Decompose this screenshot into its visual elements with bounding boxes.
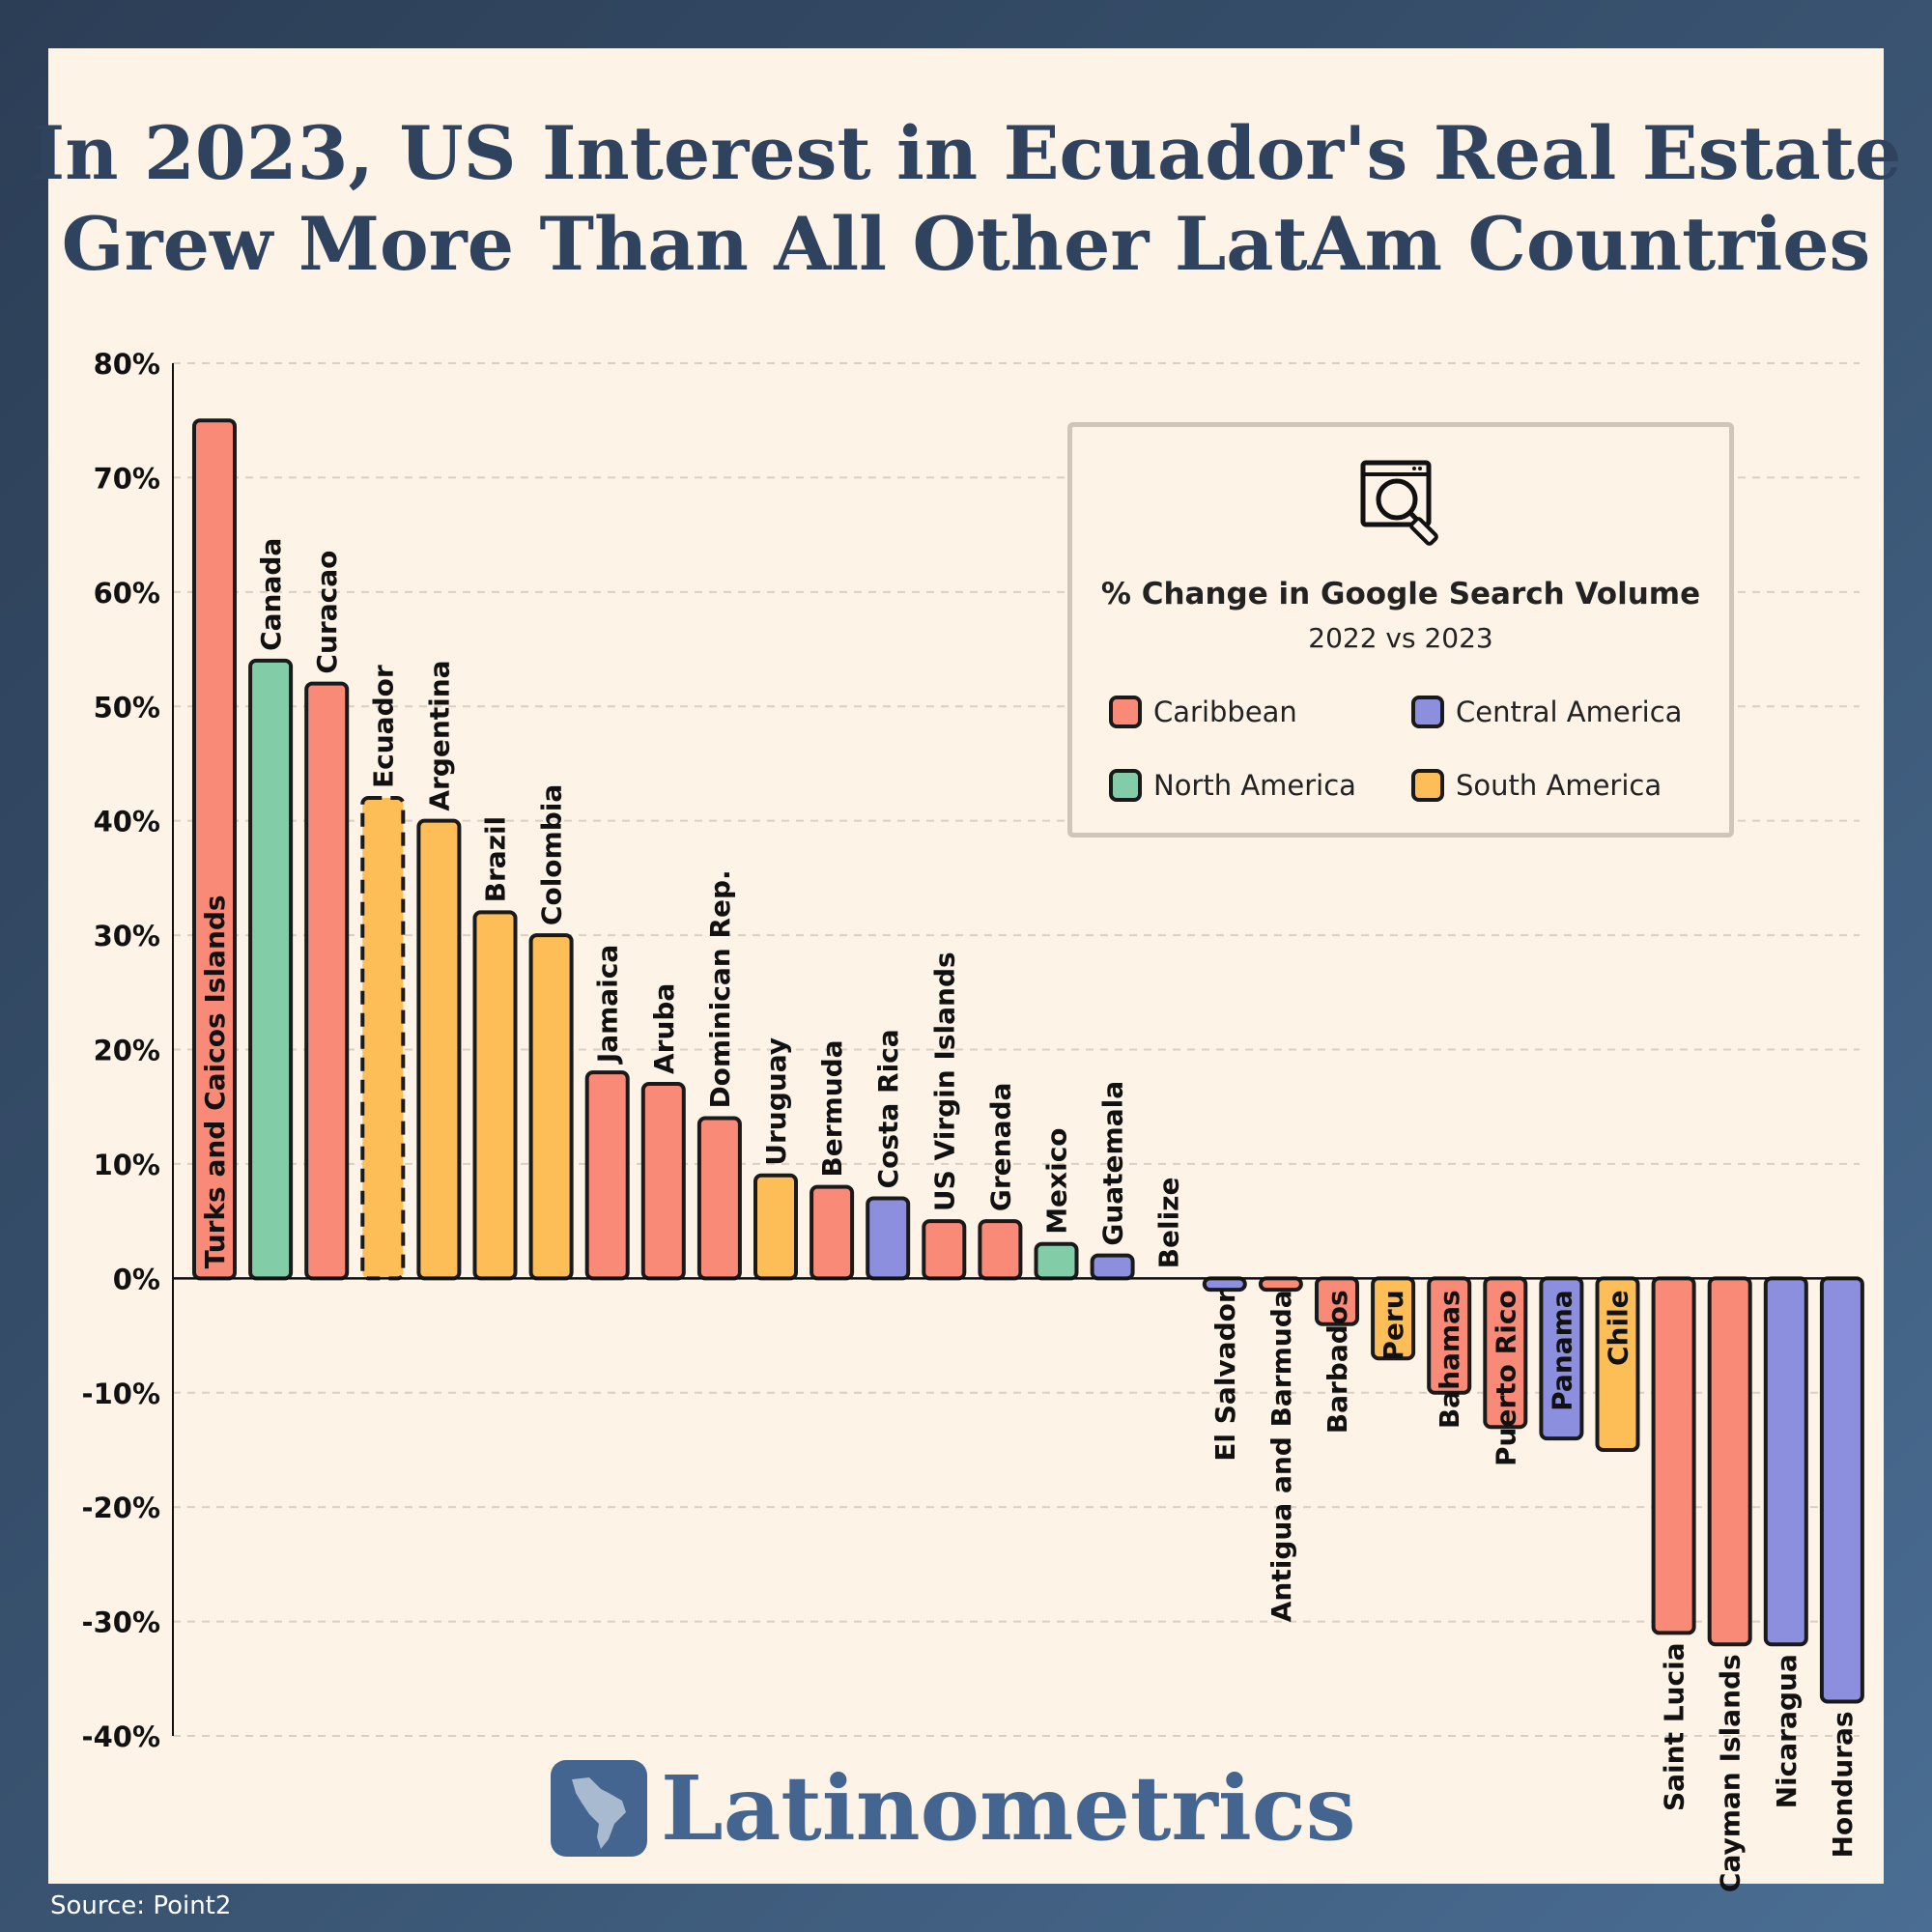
- bar: [1034, 1241, 1079, 1281]
- bar-label: Barbados: [1321, 1290, 1353, 1434]
- bar-label: Nicaragua: [1771, 1654, 1803, 1808]
- bar: [248, 658, 294, 1281]
- legend-swatch-caribbean: [1109, 696, 1142, 728]
- bar-label: Argentina: [423, 660, 455, 810]
- legend-swatch-south-america: [1411, 769, 1444, 802]
- legend-label-central-america: Central America: [1456, 696, 1683, 728]
- brand: Latinometrics: [551, 1756, 1356, 1861]
- legend-label-south-america: South America: [1456, 769, 1662, 802]
- bar: [978, 1219, 1023, 1281]
- y-tick-label: -20%: [82, 1492, 160, 1524]
- bar-label: Turks and Caicos Islands: [199, 895, 231, 1268]
- bar-label: Jamaica: [592, 945, 624, 1065]
- bar: [640, 1082, 686, 1281]
- bar: [1258, 1276, 1303, 1293]
- legend-subtitle: 2022 vs 2023: [1308, 622, 1493, 654]
- bar-label: Costa Rica: [872, 1029, 904, 1188]
- legend-item-south-america: South America: [1411, 769, 1662, 802]
- bar-label: US Virgin Islands: [928, 952, 960, 1211]
- bar-label: Saint Lucia: [1659, 1642, 1690, 1811]
- bar: [866, 1196, 911, 1281]
- y-tick-label: 20%: [94, 1035, 160, 1067]
- y-tick-label: -10%: [82, 1378, 160, 1410]
- y-tick-label: 50%: [94, 691, 160, 724]
- bar: [472, 910, 518, 1281]
- bar: [753, 1173, 798, 1281]
- source-note: Source: Point2: [50, 1891, 232, 1920]
- legend-swatch-north-america: [1109, 769, 1142, 802]
- y-tick-label: 70%: [94, 462, 160, 495]
- y-tick-label: 40%: [94, 806, 160, 838]
- chart-title-line-1: In 2023, US Interest in Ecuador's Real E…: [30, 110, 1902, 196]
- bar-label: Ecuador: [367, 665, 399, 788]
- bar-label: Chile: [1603, 1290, 1634, 1366]
- chart-card: [48, 48, 1884, 1884]
- y-tick-label: -30%: [82, 1606, 160, 1639]
- bar: [922, 1219, 967, 1281]
- legend-label-caribbean: Caribbean: [1153, 696, 1297, 728]
- bar-label: Honduras: [1827, 1711, 1859, 1858]
- legend-title: % Change in Google Search Volume: [1100, 577, 1701, 611]
- legend-swatch-central-america: [1411, 696, 1444, 728]
- bar: [1819, 1276, 1864, 1704]
- bar: [696, 1116, 742, 1281]
- y-tick-label: 60%: [94, 577, 160, 610]
- bar: [416, 818, 462, 1281]
- bar-label: Uruguay: [760, 1037, 792, 1166]
- bar-label: Mexico: [1041, 1127, 1073, 1234]
- bar-label: Cayman Islands: [1715, 1654, 1747, 1892]
- bar-label: Curacao: [311, 551, 343, 674]
- legend: % Change in Google Search Volume 2022 vs…: [1067, 422, 1734, 838]
- bar-label: Peru: [1378, 1290, 1409, 1360]
- y-tick-label: 0%: [113, 1263, 160, 1295]
- bar-label: Grenada: [984, 1083, 1016, 1212]
- chart-title: In 2023, US Interest in Ecuador's Real E…: [0, 108, 1932, 290]
- bar-label: Dominican Rep.: [704, 869, 736, 1108]
- search-browser-icon: [1360, 460, 1438, 546]
- bar-label: Aruba: [648, 983, 680, 1074]
- bar-label: Guatemala: [1097, 1081, 1129, 1246]
- bar: [360, 795, 406, 1281]
- bar-label: Antigua and Barmuda: [1265, 1290, 1297, 1622]
- legend-item-caribbean: Caribbean: [1109, 696, 1297, 728]
- bar-label: Bahamas: [1434, 1290, 1465, 1429]
- bar: [304, 681, 350, 1281]
- bar-label: El Salvador: [1209, 1290, 1241, 1462]
- bar-label: Panama: [1546, 1290, 1577, 1411]
- bar: [1763, 1276, 1808, 1647]
- y-tick-label: -40%: [82, 1720, 160, 1753]
- bar: [528, 933, 574, 1281]
- chart-title-line-2: Grew More Than All Other LatAm Countries: [61, 201, 1871, 287]
- bar-label: Colombia: [536, 784, 568, 925]
- legend-label-north-america: North America: [1153, 769, 1356, 802]
- bar-label: Bermuda: [816, 1039, 848, 1177]
- bar: [584, 1070, 630, 1281]
- bar-label: Canada: [255, 538, 287, 651]
- bar: [810, 1184, 855, 1281]
- legend-item-north-america: North America: [1109, 769, 1356, 802]
- bar: [1090, 1253, 1135, 1281]
- y-tick-label: 30%: [94, 920, 160, 952]
- bar: [1707, 1276, 1752, 1647]
- bar-label: Belize: [1153, 1178, 1185, 1269]
- latin-america-map-icon: [551, 1760, 647, 1857]
- bar-label: Brazil: [480, 816, 512, 903]
- bar-label: Puerto Rico: [1490, 1290, 1521, 1466]
- y-tick-label: 80%: [94, 348, 160, 381]
- y-tick-label: 10%: [94, 1149, 160, 1181]
- bar: [1202, 1276, 1247, 1293]
- bar: [1651, 1276, 1696, 1635]
- brand-name: Latinometrics: [661, 1756, 1356, 1861]
- legend-item-central-america: Central America: [1411, 696, 1682, 728]
